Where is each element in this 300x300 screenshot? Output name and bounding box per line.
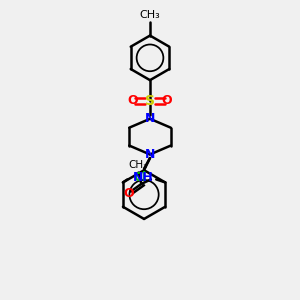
Text: S: S (145, 94, 155, 108)
Text: N: N (145, 112, 155, 125)
Text: N: N (145, 148, 155, 161)
Text: CH₃: CH₃ (129, 160, 148, 170)
Text: O: O (128, 94, 138, 107)
Text: NH: NH (133, 171, 153, 184)
Text: O: O (123, 187, 134, 200)
Text: O: O (162, 94, 172, 107)
Text: CH₃: CH₃ (140, 10, 160, 20)
Text: Cl: Cl (134, 171, 147, 184)
